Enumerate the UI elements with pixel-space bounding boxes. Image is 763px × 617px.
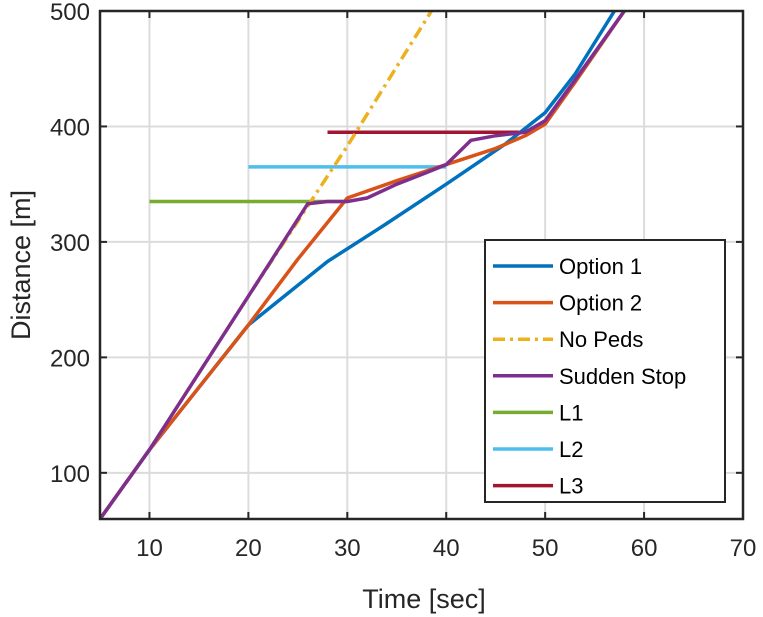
y-tick-label: 200 (50, 345, 90, 372)
legend-label: L3 (559, 474, 583, 499)
x-axis-ticks: 10 20 30 40 50 60 70 (136, 11, 756, 562)
y-tick-label: 100 (50, 461, 90, 488)
x-tick-label: 60 (631, 535, 658, 562)
axes-box (98, 9, 745, 521)
legend-label: L2 (559, 437, 583, 462)
x-tick-label: 70 (730, 535, 757, 562)
x-tick-label: 20 (235, 535, 262, 562)
legend-label: Sudden Stop (559, 364, 686, 389)
legend-box (484, 239, 726, 503)
x-tick-label: 10 (136, 535, 163, 562)
legend-label: Option 1 (559, 254, 642, 279)
legend: Option 1 Option 2 No Peds Sudden Stop L1 L2 L3 (484, 239, 726, 503)
legend-label: No Peds (559, 327, 643, 352)
legend-label: L1 (559, 400, 583, 425)
y-tick-label: 500 (50, 0, 90, 26)
legend-label: Option 2 (559, 291, 642, 316)
y-tick-label: 400 (50, 114, 90, 141)
x-tick-label: 30 (334, 535, 361, 562)
x-tick-label: 50 (532, 535, 559, 562)
x-axis-title: Time [sec] (362, 584, 486, 614)
y-axis-title: Distance [m] (6, 190, 36, 340)
y-tick-label: 300 (50, 230, 90, 257)
plot-area (100, 11, 626, 519)
x-tick-label: 40 (433, 535, 460, 562)
y-axis-ticks: 100 200 300 400 500 (50, 0, 743, 488)
series-line-sudden-stop (100, 11, 626, 519)
